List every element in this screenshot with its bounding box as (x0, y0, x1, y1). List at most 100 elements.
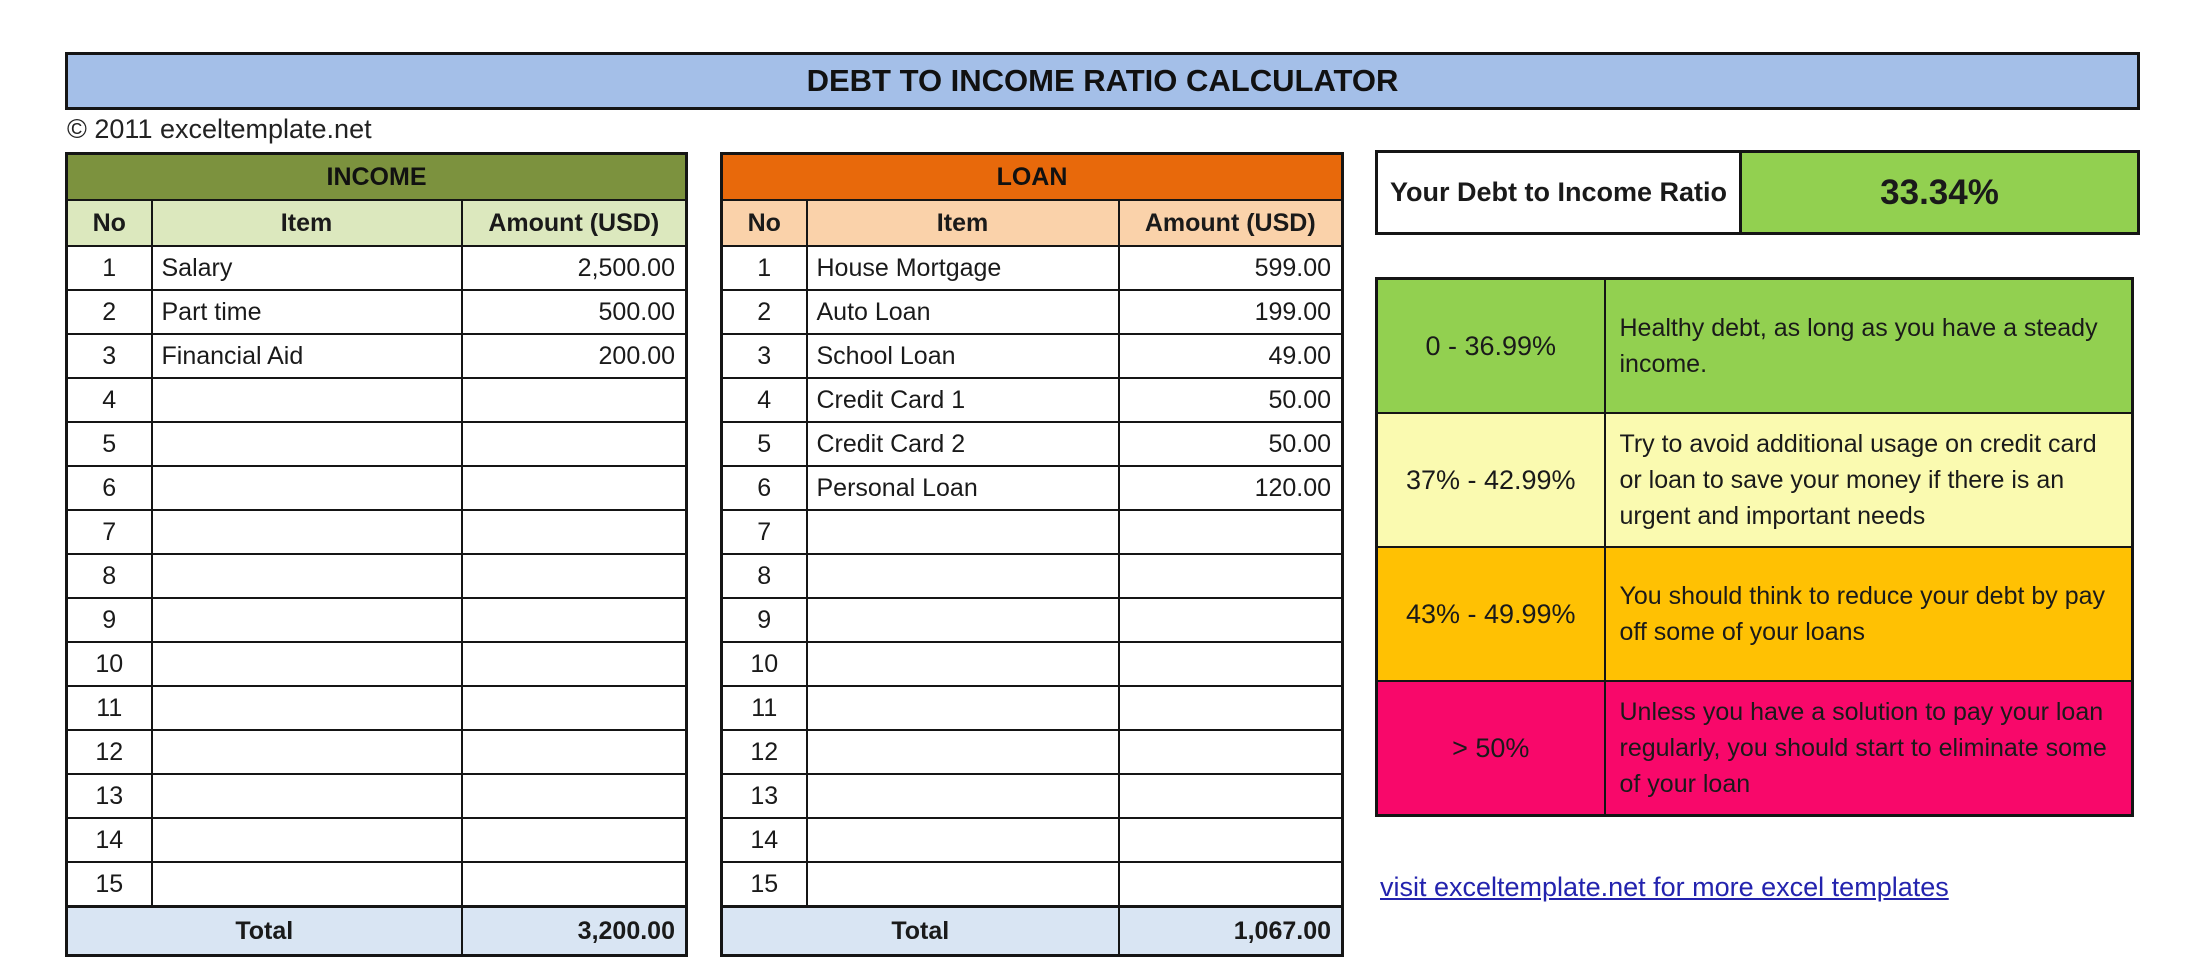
loan-table-body: 1 House Mortgage 599.00 2 Auto Loan 199.… (720, 245, 1344, 908)
income-cell-item[interactable] (150, 641, 463, 687)
income-table-title: INCOME (65, 152, 688, 201)
loan-cell-amount[interactable] (1117, 597, 1344, 643)
loan-cell-amount[interactable] (1117, 861, 1344, 908)
loan-cell-item[interactable] (805, 553, 1120, 599)
loan-cell-item[interactable]: Credit Card 1 (805, 377, 1120, 423)
income-cell-item[interactable]: Part time (150, 289, 463, 335)
income-cell-amount[interactable] (460, 465, 688, 511)
income-col-header-amount: Amount (USD) (460, 199, 688, 247)
income-cell-amount[interactable] (460, 421, 688, 467)
loan-table-row: 1 House Mortgage 599.00 (720, 245, 1344, 291)
income-table-row: 6 (65, 465, 688, 511)
loan-cell-amount[interactable]: 50.00 (1117, 421, 1344, 467)
loan-table-row: 2 Auto Loan 199.00 (720, 289, 1344, 335)
loan-cell-amount[interactable]: 120.00 (1117, 465, 1344, 511)
loan-cell-item[interactable] (805, 685, 1120, 731)
income-cell-amount[interactable] (460, 685, 688, 731)
loan-cell-item[interactable]: Personal Loan (805, 465, 1120, 511)
income-cell-amount[interactable] (460, 509, 688, 555)
income-cell-item[interactable] (150, 421, 463, 467)
loan-header-row: No Item Amount (USD) (720, 199, 1344, 247)
income-cell-amount[interactable] (460, 597, 688, 643)
loan-cell-amount[interactable]: 599.00 (1117, 245, 1344, 291)
loan-cell-no: 10 (720, 641, 808, 687)
income-cell-amount[interactable] (460, 377, 688, 423)
loan-cell-item[interactable]: School Loan (805, 333, 1120, 379)
income-cell-amount[interactable] (460, 641, 688, 687)
loan-cell-amount[interactable] (1117, 817, 1344, 863)
loan-cell-item[interactable] (805, 509, 1120, 555)
income-table-row: 12 (65, 729, 688, 775)
income-cell-no: 15 (65, 861, 153, 908)
legend-range: 0 - 36.99% (1375, 277, 1606, 414)
loan-cell-amount[interactable]: 49.00 (1117, 333, 1344, 379)
loan-cell-item[interactable]: Auto Loan (805, 289, 1120, 335)
income-cell-item[interactable] (150, 509, 463, 555)
income-cell-item[interactable] (150, 861, 463, 908)
loan-table-row: 12 (720, 729, 1344, 775)
income-cell-amount[interactable] (460, 861, 688, 908)
income-cell-no: 8 (65, 553, 153, 599)
loan-cell-item[interactable] (805, 641, 1120, 687)
income-cell-item[interactable]: Salary (150, 245, 463, 291)
loan-cell-item[interactable] (805, 817, 1120, 863)
loan-cell-item[interactable] (805, 861, 1120, 908)
income-cell-item[interactable] (150, 553, 463, 599)
income-table-row: 4 (65, 377, 688, 423)
income-cell-no: 2 (65, 289, 153, 335)
loan-cell-item[interactable] (805, 773, 1120, 819)
loan-table-row: 8 (720, 553, 1344, 599)
loan-table-row: 11 (720, 685, 1344, 731)
income-cell-amount[interactable]: 500.00 (460, 289, 688, 335)
income-cell-amount[interactable] (460, 729, 688, 775)
loan-table-row: 4 Credit Card 1 50.00 (720, 377, 1344, 423)
loan-cell-amount[interactable] (1117, 773, 1344, 819)
loan-cell-amount[interactable] (1117, 641, 1344, 687)
income-cell-item[interactable] (150, 773, 463, 819)
copyright-text: © 2011 exceltemplate.net (67, 114, 372, 144)
loan-col-header-amount: Amount (USD) (1117, 199, 1344, 247)
loan-cell-amount[interactable] (1117, 509, 1344, 555)
loan-cell-item[interactable]: House Mortgage (805, 245, 1120, 291)
loan-cell-item[interactable] (805, 729, 1120, 775)
legend-description: Healthy debt, as long as you have a stea… (1603, 277, 2134, 414)
income-header-row: No Item Amount (USD) (65, 199, 688, 247)
footer-link[interactable]: visit exceltemplate.net for more excel t… (1380, 872, 1949, 902)
loan-cell-no: 8 (720, 553, 808, 599)
income-cell-amount[interactable] (460, 773, 688, 819)
loan-table-row: 7 (720, 509, 1344, 555)
income-table-body: 1 Salary 2,500.00 2 Part time 500.00 3 F… (65, 245, 688, 908)
income-cell-item[interactable] (150, 377, 463, 423)
income-cell-item[interactable] (150, 729, 463, 775)
loan-table-row: 5 Credit Card 2 50.00 (720, 421, 1344, 467)
legend-row: 37% - 42.99% Try to avoid additional usa… (1375, 412, 2134, 548)
income-cell-amount[interactable]: 2,500.00 (460, 245, 688, 291)
income-total-row: Total 3,200.00 (65, 905, 688, 957)
income-cell-item[interactable]: Financial Aid (150, 333, 463, 379)
legend-range: 37% - 42.99% (1375, 412, 1606, 548)
income-total-amount: 3,200.00 (460, 905, 688, 957)
income-cell-item[interactable] (150, 465, 463, 511)
income-cell-no: 7 (65, 509, 153, 555)
income-cell-amount[interactable]: 200.00 (460, 333, 688, 379)
income-cell-amount[interactable] (460, 553, 688, 599)
loan-cell-amount[interactable]: 50.00 (1117, 377, 1344, 423)
loan-title-row: LOAN (720, 152, 1344, 201)
income-table: INCOME No Item Amount (USD) 1 Salary 2,5… (65, 152, 688, 957)
loan-cell-amount[interactable] (1117, 685, 1344, 731)
ratio-legend-body: 0 - 36.99% Healthy debt, as long as you … (1375, 277, 2134, 817)
income-table-row: 5 (65, 421, 688, 467)
loan-cell-amount[interactable] (1117, 729, 1344, 775)
income-cell-item[interactable] (150, 597, 463, 643)
loan-cell-item[interactable]: Credit Card 2 (805, 421, 1120, 467)
income-cell-item[interactable] (150, 685, 463, 731)
loan-cell-item[interactable] (805, 597, 1120, 643)
loan-cell-amount[interactable] (1117, 553, 1344, 599)
income-table-row: 15 (65, 861, 688, 908)
income-cell-item[interactable] (150, 817, 463, 863)
income-cell-amount[interactable] (460, 817, 688, 863)
income-cell-no: 10 (65, 641, 153, 687)
loan-cell-amount[interactable]: 199.00 (1117, 289, 1344, 335)
income-cell-no: 4 (65, 377, 153, 423)
loan-table-row: 14 (720, 817, 1344, 863)
